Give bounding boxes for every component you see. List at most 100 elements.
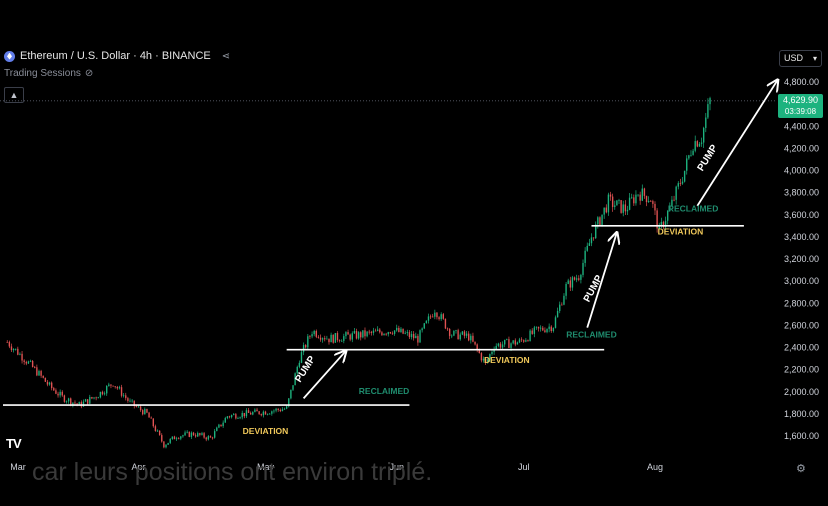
candle-body (55, 390, 57, 394)
candle-body (135, 406, 138, 407)
candle-body (628, 197, 631, 210)
y-tick-label: 3,000.00 (784, 276, 819, 286)
collapse-legend-button[interactable]: ▲ (4, 87, 24, 103)
candle-body (461, 331, 464, 335)
candle-body (410, 333, 413, 338)
candle-body (197, 433, 199, 437)
candle-body (357, 332, 360, 339)
candle-body (324, 338, 326, 340)
candle-body (503, 339, 506, 345)
share-icon[interactable]: ⋖ (221, 50, 231, 62)
currency-select[interactable]: USD ▾ (779, 50, 822, 67)
candle-body (391, 333, 394, 335)
candle-body (93, 397, 95, 399)
trading-sessions-indicator[interactable]: Trading Sessions ⊘ (4, 68, 93, 79)
annotation-pump[interactable]: PUMP (696, 143, 721, 174)
annotation-deviation[interactable]: DEVIATION (658, 227, 704, 237)
candle-body (233, 414, 235, 416)
annotation-deviation[interactable]: DEVIATION (484, 355, 530, 365)
candle-body (283, 408, 286, 410)
candle-body (139, 406, 142, 411)
candle-body (539, 327, 542, 329)
candle-body (675, 186, 677, 200)
candle-body (275, 408, 277, 411)
candle-body (571, 277, 574, 288)
pump-arrow[interactable] (586, 232, 617, 328)
symbol-header[interactable]: Ethereum / U.S. Dollar · 4h · BINANCE ⋖ (4, 50, 230, 62)
candle-body (211, 437, 214, 439)
candle-body (137, 406, 140, 408)
candle-body (296, 366, 298, 374)
candle-body (404, 332, 406, 334)
pump-arrow[interactable] (696, 80, 777, 207)
y-tick-label: 2,600.00 (784, 320, 819, 330)
candle-body (226, 416, 229, 419)
candle-body (311, 334, 313, 337)
candle-body (180, 436, 182, 439)
candle-body (142, 410, 144, 415)
candle-body (448, 328, 451, 336)
annotation-reclaimed[interactable]: RECLAIMED (668, 203, 719, 213)
candle-body (569, 280, 572, 288)
candle-body (150, 417, 152, 419)
x-tick-label: Jul (518, 462, 530, 472)
candle-body (34, 367, 36, 368)
candle-body (652, 201, 654, 204)
candle-body (309, 336, 311, 338)
candle-body (203, 433, 205, 438)
candle-body (84, 399, 87, 402)
candle-body (154, 426, 157, 432)
candle-body (349, 334, 351, 340)
candle-body (366, 331, 368, 337)
candle-body (476, 344, 478, 350)
candle-body (487, 359, 489, 363)
candle-body (252, 412, 254, 415)
candle-body (590, 237, 593, 244)
annotation-pump[interactable]: PUMP (582, 273, 605, 304)
candle-body (245, 410, 248, 417)
candle-body (305, 345, 307, 348)
candle-body (427, 316, 430, 321)
candle-body (114, 386, 116, 388)
symbol-title[interactable]: Ethereum / U.S. Dollar · 4h · BINANCE (20, 50, 211, 62)
candle-body (235, 414, 237, 419)
candle-body (484, 358, 487, 363)
candle-body (338, 340, 341, 341)
candle-body (645, 195, 648, 203)
candle-body (580, 274, 582, 280)
settings-gear-icon[interactable]: ⚙ (796, 463, 806, 475)
candle-body (97, 397, 99, 399)
candle-body (381, 332, 383, 336)
candle-body (556, 310, 559, 318)
candle-body (347, 332, 349, 335)
candle-body (74, 402, 76, 404)
y-tick-label: 2,400.00 (784, 343, 819, 353)
candle-body (631, 197, 633, 199)
pump-arrow[interactable] (302, 351, 346, 399)
eye-hidden-icon[interactable]: ⊘ (84, 68, 94, 79)
candle-body (546, 328, 548, 333)
candle-body (70, 398, 72, 405)
candle-body (120, 387, 123, 396)
candle-body (419, 330, 421, 343)
candle-body (222, 422, 224, 427)
annotation-reclaimed[interactable]: RECLAIMED (359, 386, 410, 396)
candle-body (582, 262, 584, 275)
candle-body (19, 353, 21, 355)
annotation-deviation[interactable]: DEVIATION (243, 426, 289, 436)
candle-body (36, 367, 38, 376)
candle-body (243, 412, 246, 417)
candle-body (351, 333, 353, 340)
annotation-reclaimed[interactable]: RECLAIMED (566, 330, 617, 340)
candle-body (184, 432, 186, 436)
candle-body (294, 373, 296, 386)
candle-body (677, 183, 679, 187)
candle-body (313, 330, 315, 335)
candle-body (417, 335, 419, 343)
candle-body (59, 391, 61, 396)
candle-body (626, 209, 629, 212)
candle-body (188, 431, 190, 437)
candle-body (277, 408, 279, 410)
